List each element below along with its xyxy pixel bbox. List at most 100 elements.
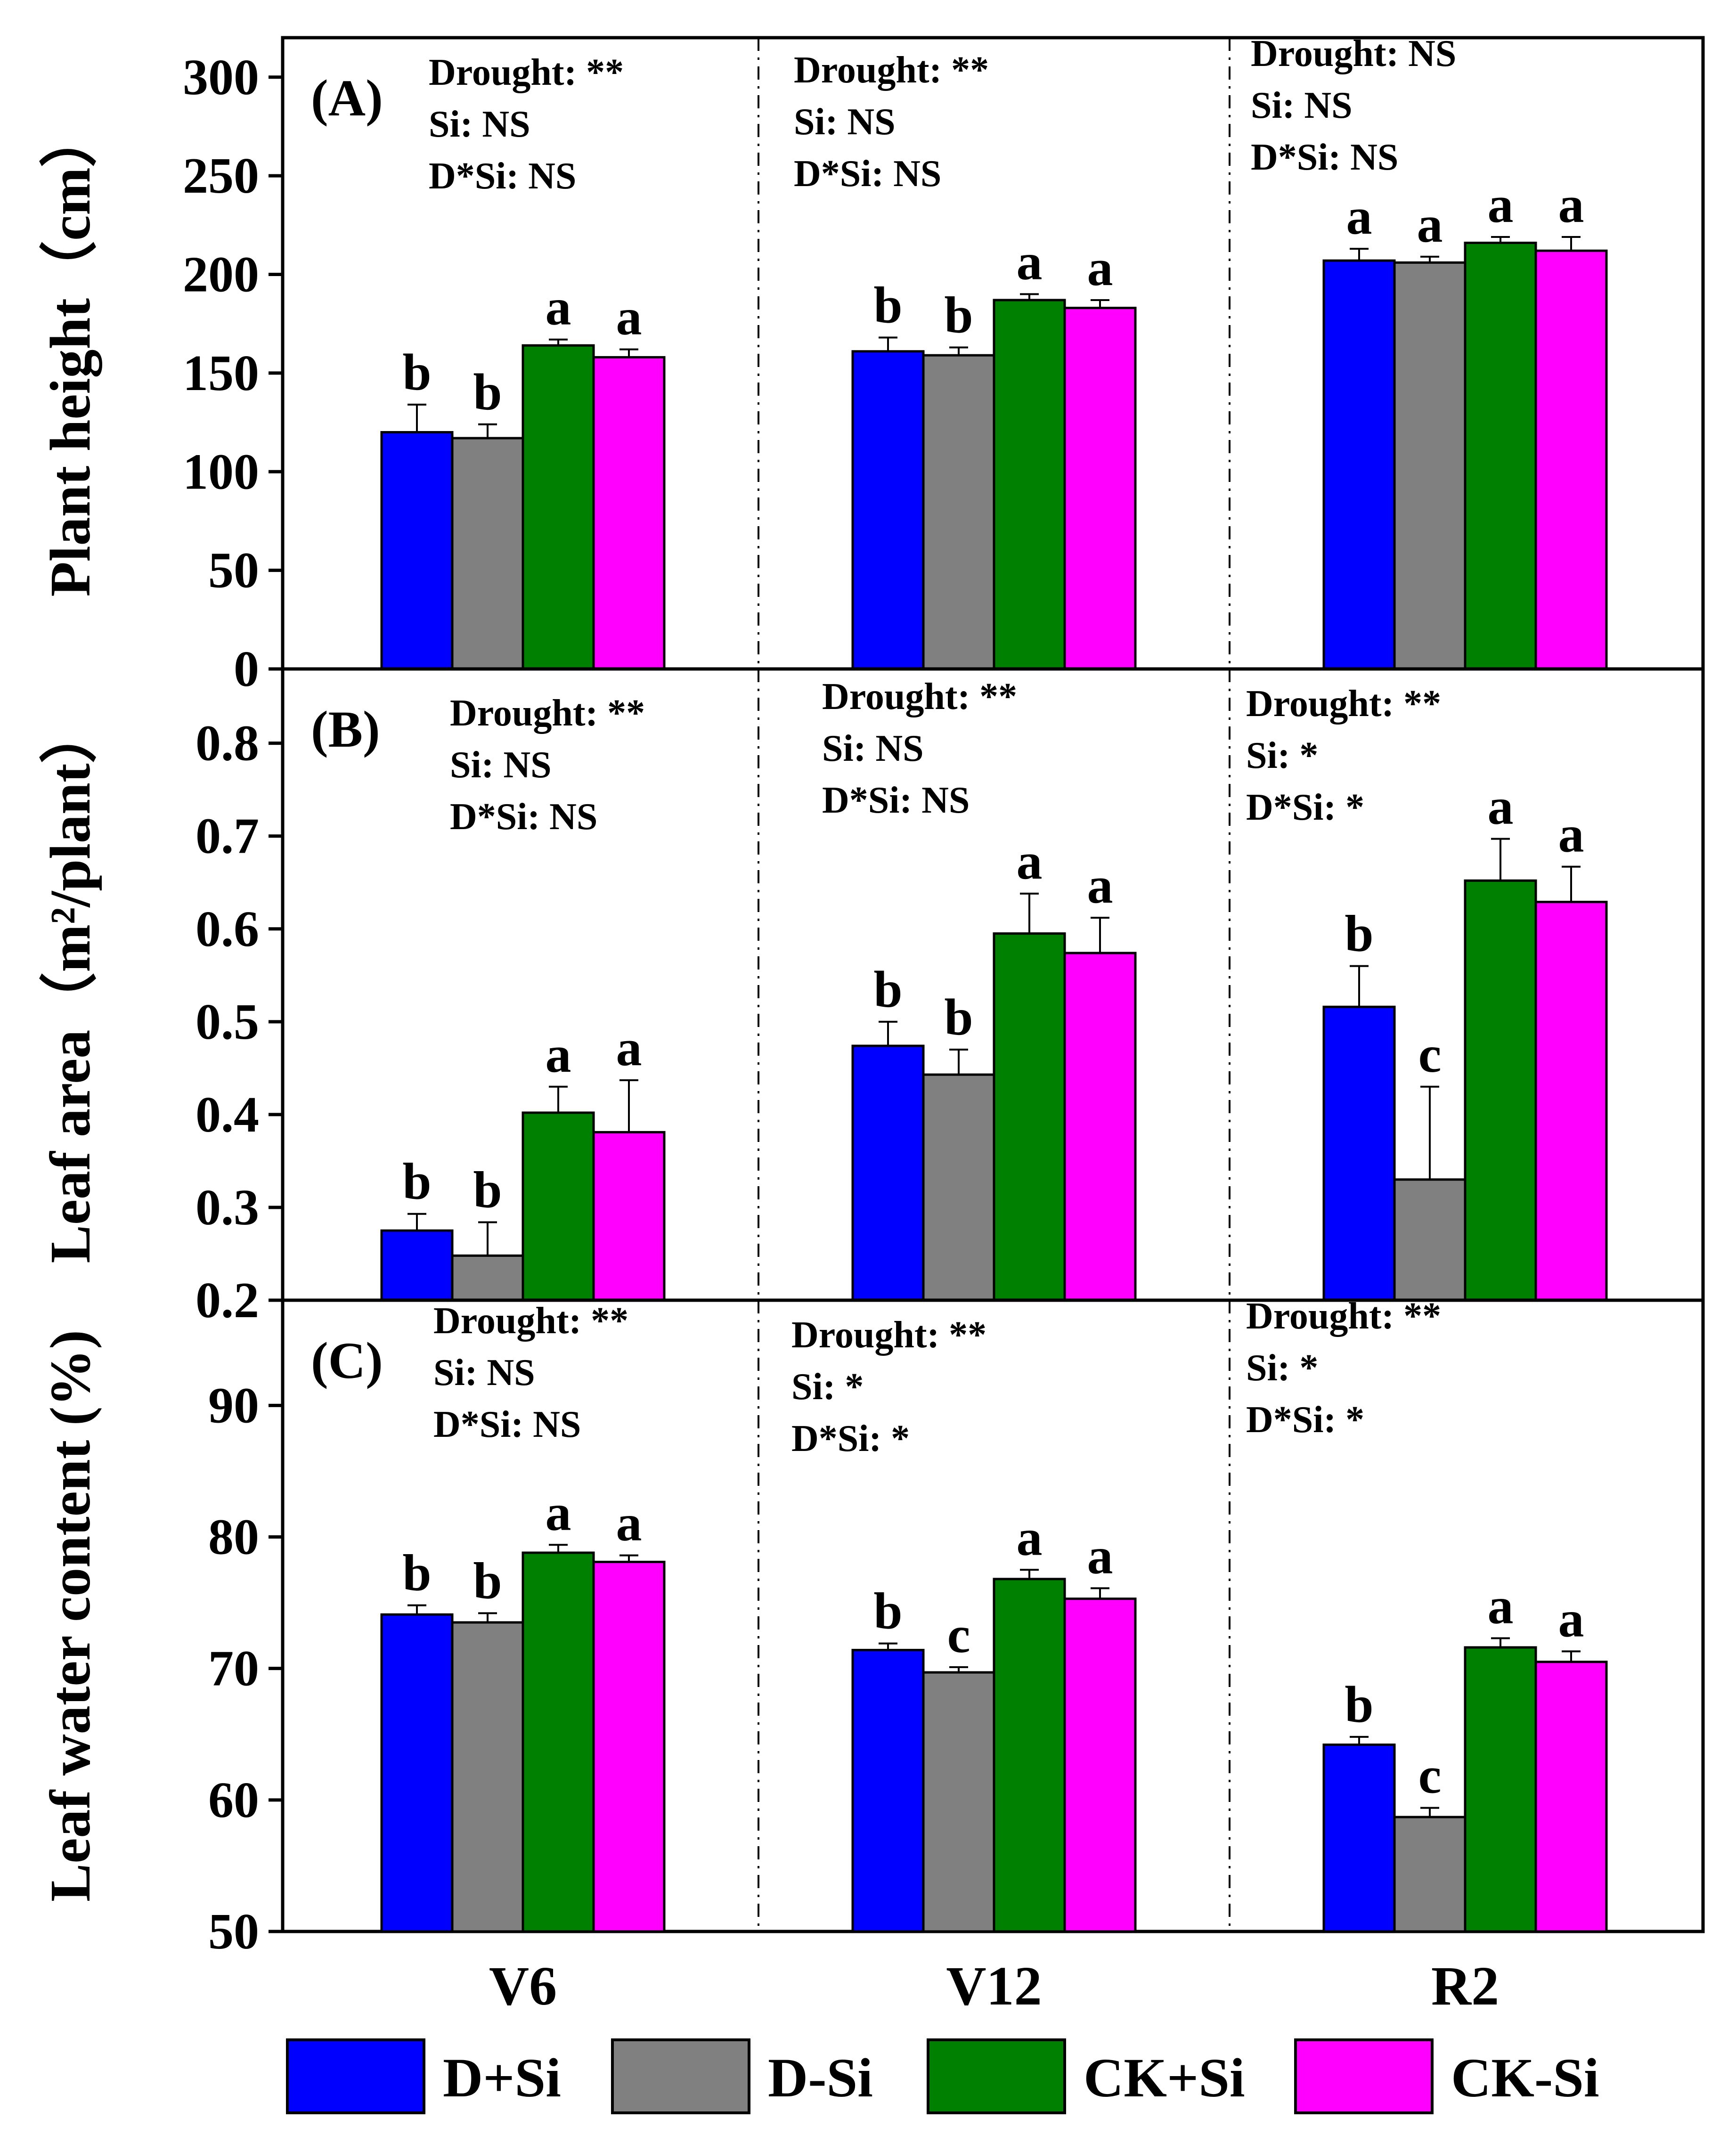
- significance-letter: a: [1488, 176, 1514, 233]
- significance-letter: a: [1087, 239, 1113, 296]
- bar: [922, 1671, 995, 1933]
- significance-letter: a: [1087, 1527, 1113, 1584]
- legend-label: D-Si: [768, 2047, 873, 2109]
- stats-annotation: D*Si: NS: [794, 153, 941, 195]
- significance-letter: b: [944, 286, 973, 343]
- stats-annotation: Si: NS: [794, 101, 896, 143]
- bar: [1534, 249, 1608, 670]
- stats-annotation: Drought: **: [450, 693, 645, 734]
- bar: [1322, 1005, 1396, 1302]
- significance-letter: a: [1017, 1508, 1043, 1566]
- x-tick-label: V12: [946, 1955, 1042, 2017]
- y-tick-label: 150: [183, 345, 259, 401]
- stats-annotation: D*Si: NS: [433, 1404, 581, 1445]
- significance-letter: c: [947, 1606, 970, 1663]
- bar: [1534, 1661, 1608, 1933]
- y-tick-label: 80: [208, 1509, 259, 1565]
- significance-letter: b: [873, 277, 902, 334]
- panel-b: 0.2 0.3 0.4 0.5 0.6 0.7 0.8 Leaf area（m²/plant）…: [39, 667, 1705, 1328]
- significance-letter: b: [1345, 905, 1373, 962]
- significance-letter: b: [944, 988, 973, 1046]
- bar: [1322, 1744, 1396, 1933]
- significance-letter: a: [546, 1483, 571, 1541]
- bar: [922, 1073, 995, 1302]
- bar: [1534, 901, 1608, 1302]
- significance-letter: b: [473, 1161, 502, 1218]
- significance-letter: b: [1345, 1676, 1373, 1733]
- stats-annotation: Si: NS: [822, 728, 924, 769]
- panel-label: (B): [311, 701, 380, 758]
- bar: [451, 1254, 524, 1302]
- stats-annotation: Drought: **: [794, 49, 989, 91]
- y-tick-label: 90: [208, 1377, 259, 1434]
- significance-letter: a: [616, 1494, 642, 1552]
- bar: [993, 932, 1066, 1302]
- stats-annotation: Si: *: [1246, 1347, 1318, 1389]
- legend-label: CK-Si: [1451, 2047, 1599, 2109]
- bar: [851, 1044, 925, 1302]
- stats-annotation: Drought: **: [1246, 683, 1441, 725]
- y-tick-label: 250: [183, 148, 259, 204]
- stats-annotation: Drought: **: [433, 1300, 628, 1342]
- significance-letter: a: [1417, 196, 1443, 253]
- bar: [380, 1613, 454, 1933]
- bar: [1393, 1178, 1467, 1302]
- bar: [1063, 1597, 1137, 1933]
- significance-letter: c: [1418, 1747, 1442, 1804]
- significance-letter: a: [1087, 856, 1113, 914]
- stats-annotation: D*Si: *: [791, 1418, 910, 1459]
- panel-label: (A): [311, 69, 383, 127]
- significance-letter: a: [1488, 1577, 1514, 1634]
- y-tick-label: 0.7: [196, 808, 259, 864]
- stats-annotation: Si: *: [1246, 735, 1318, 776]
- panel-label: (C): [311, 1332, 383, 1389]
- stats-annotation: Si: *: [791, 1366, 864, 1408]
- significance-letter: a: [1017, 832, 1043, 890]
- significance-letter: b: [402, 343, 431, 401]
- y-tick-label: 0: [234, 641, 259, 697]
- y-tick-label: 0.8: [196, 716, 259, 772]
- significance-letter: a: [1558, 1590, 1584, 1647]
- y-tick-label: 300: [183, 49, 259, 106]
- significance-letter: a: [1488, 778, 1514, 835]
- legend: D+Si D-Si CK+Si CK-Si: [286, 2038, 1599, 2114]
- bar: [1464, 1646, 1537, 1933]
- stats-annotation: Drought: **: [822, 676, 1017, 717]
- y-tick-label: 100: [183, 444, 259, 500]
- bar: [851, 350, 925, 670]
- significance-letter: b: [473, 1552, 502, 1609]
- stats-annotation: D*Si: NS: [450, 796, 597, 838]
- y-tick-label: 70: [208, 1641, 259, 1697]
- y-tick-label: 200: [183, 247, 259, 303]
- y-tick-label: 0.3: [196, 1180, 259, 1236]
- significance-letter: b: [402, 1544, 431, 1602]
- x-tick-label: R2: [1431, 1955, 1499, 2017]
- significance-letter: a: [616, 1019, 642, 1076]
- significance-letter: c: [1418, 1026, 1442, 1083]
- bar: [1464, 879, 1537, 1302]
- y-tick-label: 60: [208, 1772, 259, 1828]
- stats-annotation: Si: NS: [433, 1352, 535, 1393]
- bar: [522, 1111, 595, 1302]
- stats-annotation: D*Si: NS: [1251, 137, 1398, 178]
- y-tick-label: 50: [208, 543, 259, 599]
- bar: [993, 1578, 1066, 1933]
- legend-swatch: [927, 2038, 1066, 2114]
- bar: [1393, 1816, 1467, 1933]
- stats-annotation: D*Si: NS: [429, 155, 576, 197]
- stats-annotation: Drought: **: [791, 1314, 986, 1356]
- stats-annotation: D*Si: *: [1246, 1399, 1364, 1441]
- stats-annotation: Si: NS: [429, 104, 530, 145]
- y-tick-label: 0.2: [196, 1272, 259, 1328]
- legend-label: D+Si: [443, 2047, 561, 2109]
- y-tick-label: 0.5: [196, 994, 259, 1050]
- stats-annotation: Drought: NS: [1251, 33, 1456, 74]
- x-tick-label: V6: [489, 1955, 557, 2017]
- bar: [1464, 242, 1537, 670]
- y-axis-label: Leaf water content (%): [39, 1330, 102, 1902]
- bar: [592, 1561, 666, 1933]
- bar: [993, 299, 1066, 670]
- bar: [1063, 952, 1137, 1302]
- significance-letter: b: [473, 363, 502, 421]
